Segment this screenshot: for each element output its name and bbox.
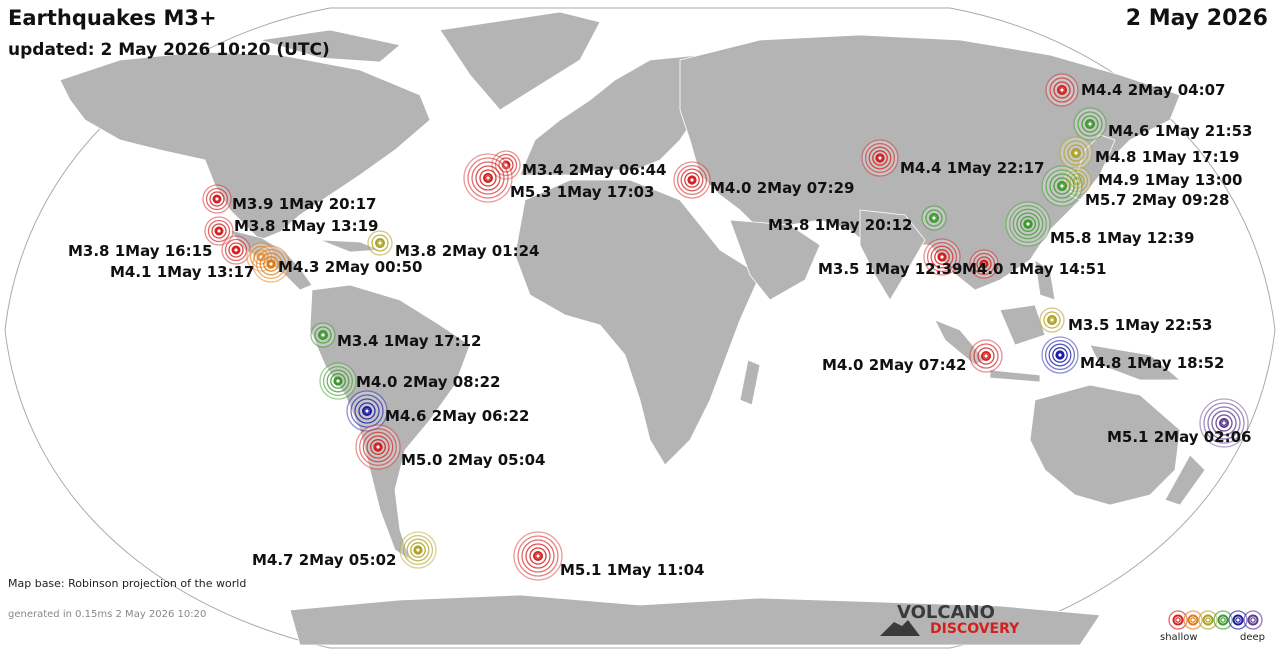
quake-marker[interactable] [367, 230, 393, 256]
quake-label[interactable]: M3.8 1May 13:19 [234, 217, 379, 235]
quake-label[interactable]: M4.9 1May 13:00 [1098, 171, 1243, 189]
quake-marker[interactable] [1073, 107, 1107, 141]
quake-label[interactable]: M4.8 1May 18:52 [1080, 354, 1225, 372]
quake-marker[interactable] [399, 531, 437, 569]
quake-label[interactable]: M3.8 1May 16:15 [68, 242, 213, 260]
quake-marker[interactable] [969, 339, 1003, 373]
generated-note: generated in 0.15ms 2 May 2026 10:20 [8, 609, 207, 620]
map-title: Earthquakes M3+ [8, 6, 217, 30]
quake-marker[interactable] [355, 424, 401, 470]
quake-marker[interactable] [319, 362, 357, 400]
quake-label[interactable]: M4.8 1May 17:19 [1095, 148, 1240, 166]
quake-label[interactable]: M3.8 1May 20:12 [768, 216, 913, 234]
quake-marker[interactable] [513, 531, 563, 581]
quake-label[interactable]: M5.7 2May 09:28 [1085, 191, 1230, 209]
legend-depth-ring[interactable] [1183, 610, 1203, 630]
quake-label[interactable]: M4.0 2May 07:42 [822, 356, 967, 374]
legend-depth-ring[interactable] [1213, 610, 1233, 630]
madagascar-shape [739, 359, 761, 406]
legend-depth-ring[interactable] [1198, 610, 1218, 630]
australia-shape [1029, 384, 1181, 506]
logo-line2: DISCOVERY [930, 621, 1020, 637]
logo-line1: VOLCANO [897, 602, 995, 623]
depth-legend: shallow deep [1160, 606, 1270, 646]
legend-depth-ring[interactable] [1228, 610, 1248, 630]
quake-label[interactable]: M4.4 2May 04:07 [1081, 81, 1226, 99]
volcano-icon [880, 620, 920, 636]
quake-marker[interactable] [252, 245, 290, 283]
quake-marker[interactable] [1041, 165, 1083, 207]
quake-label[interactable]: M4.6 2May 06:22 [385, 407, 530, 425]
quake-marker[interactable] [346, 390, 388, 432]
north-america-shape [59, 51, 431, 241]
depth-legend-rings [1168, 610, 1263, 630]
quake-label[interactable]: M5.1 2May 02:06 [1107, 428, 1252, 446]
quake-label[interactable]: M5.0 2May 05:04 [401, 451, 546, 469]
quake-label[interactable]: M3.4 2May 06:44 [522, 161, 667, 179]
asia-shape [679, 34, 1181, 291]
africa-shape [514, 179, 761, 466]
sumatra-shape [934, 319, 986, 366]
quake-label[interactable]: M3.4 1May 17:12 [337, 332, 482, 350]
quake-label[interactable]: M4.3 2May 00:50 [278, 258, 423, 276]
quake-marker[interactable] [1005, 201, 1051, 247]
quake-marker[interactable] [204, 216, 234, 246]
greenland-shape [439, 11, 601, 111]
legend-depth-ring[interactable] [1243, 610, 1263, 630]
quake-marker[interactable] [1041, 336, 1079, 374]
legend-depth-ring[interactable] [1168, 610, 1188, 630]
quake-label[interactable]: M4.0 2May 08:22 [356, 373, 501, 391]
land [59, 11, 1206, 646]
quake-label[interactable]: M3.8 2May 01:24 [395, 242, 540, 260]
legend-deep-label: deep [1240, 632, 1265, 643]
quake-label[interactable]: M4.4 1May 22:17 [900, 159, 1045, 177]
arabia-shape [729, 219, 821, 301]
quake-marker[interactable] [673, 161, 711, 199]
java-shape [989, 369, 1041, 383]
quake-marker[interactable] [923, 238, 961, 276]
quake-marker[interactable] [1059, 136, 1093, 170]
volcano-discovery-logo[interactable]: VOLCANO DISCOVERY [880, 602, 1040, 642]
updated-timestamp: updated: 2 May 2026 10:20 (UTC) [8, 40, 330, 60]
quake-marker[interactable] [921, 205, 947, 231]
legend-shallow-label: shallow [1160, 632, 1198, 643]
south-america-shape [309, 284, 471, 561]
quake-marker[interactable] [1199, 398, 1249, 448]
philippines-shape [1034, 259, 1056, 301]
map-date: 2 May 2026 [1125, 6, 1268, 31]
quake-marker[interactable] [861, 139, 899, 177]
caribbean-shape [319, 239, 381, 253]
quake-marker[interactable] [221, 235, 251, 265]
quake-marker[interactable] [463, 153, 513, 203]
map-base-note: Map base: Robinson projection of the wor… [8, 577, 247, 590]
quake-label[interactable]: M5.8 1May 12:39 [1050, 229, 1195, 247]
quake-label[interactable]: M4.1 1May 13:17 [110, 263, 255, 281]
earthquake-markers: M4.4 2May 04:07 M4.6 1May 21:53 M4.8 1May … [68, 73, 1253, 581]
quake-label[interactable]: M3.9 1May 20:17 [232, 195, 377, 213]
quake-label[interactable]: M5.1 1May 11:04 [560, 561, 705, 579]
quake-marker[interactable] [310, 322, 336, 348]
quake-label[interactable]: M4.0 2May 07:29 [710, 179, 855, 197]
quake-marker[interactable] [1045, 73, 1079, 107]
quake-label[interactable]: M5.3 1May 17:03 [510, 183, 655, 201]
quake-label[interactable]: M4.6 1May 21:53 [1108, 122, 1253, 140]
canada-islands-shape [259, 29, 401, 63]
new-guinea-shape [1089, 344, 1182, 381]
new-zealand-shape [1164, 454, 1206, 506]
quake-label[interactable]: M3.5 1May 12:39 [818, 260, 963, 278]
borneo-shape [999, 304, 1046, 346]
india-shape [859, 209, 926, 301]
quake-label[interactable]: M4.7 2May 05:02 [252, 551, 397, 569]
quake-marker[interactable] [1039, 307, 1065, 333]
quake-label[interactable]: M3.5 1May 22:53 [1068, 316, 1213, 334]
quake-label[interactable]: M4.0 1May 14:51 [962, 260, 1107, 278]
quake-marker[interactable] [202, 184, 232, 214]
quake-marker[interactable] [969, 249, 999, 279]
